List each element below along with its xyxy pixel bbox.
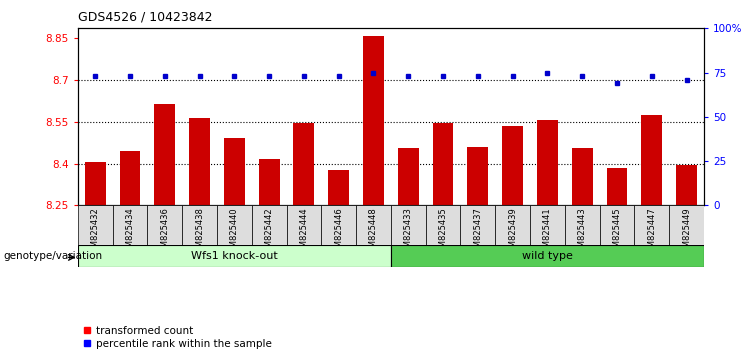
Bar — [293, 123, 314, 205]
Text: GSM825444: GSM825444 — [299, 207, 308, 258]
Bar — [259, 159, 279, 205]
Text: GSM825432: GSM825432 — [90, 207, 100, 258]
Text: GSM825439: GSM825439 — [508, 207, 517, 258]
Bar — [433, 123, 453, 205]
Bar — [599, 205, 634, 246]
Bar — [425, 205, 460, 246]
Bar — [391, 205, 425, 246]
Text: GSM825446: GSM825446 — [334, 207, 343, 258]
Bar — [78, 245, 391, 267]
Bar — [565, 205, 599, 246]
Text: GSM825434: GSM825434 — [125, 207, 134, 258]
Bar — [328, 171, 349, 205]
Text: GSM825437: GSM825437 — [473, 207, 482, 258]
Bar — [217, 205, 252, 246]
Text: GDS4526 / 10423842: GDS4526 / 10423842 — [78, 11, 213, 24]
Bar — [113, 205, 147, 246]
Text: GSM825447: GSM825447 — [648, 207, 657, 258]
Bar — [84, 162, 106, 205]
Bar — [119, 151, 140, 205]
Bar — [676, 165, 697, 205]
Text: GSM825435: GSM825435 — [439, 207, 448, 258]
Bar — [495, 205, 530, 246]
Bar — [634, 205, 669, 246]
Text: GSM825442: GSM825442 — [265, 207, 273, 258]
Text: Wfs1 knock-out: Wfs1 knock-out — [191, 251, 278, 261]
Text: genotype/variation: genotype/variation — [4, 251, 103, 261]
Bar — [391, 245, 704, 267]
Legend: transformed count, percentile rank within the sample: transformed count, percentile rank withi… — [83, 326, 271, 349]
Text: GSM825440: GSM825440 — [230, 207, 239, 258]
Text: GSM825443: GSM825443 — [578, 207, 587, 258]
Bar — [607, 168, 628, 205]
Text: GSM825438: GSM825438 — [195, 207, 204, 258]
Text: GSM825445: GSM825445 — [613, 207, 622, 258]
Bar — [252, 205, 287, 246]
Text: GSM825436: GSM825436 — [160, 207, 169, 258]
Text: wild type: wild type — [522, 251, 573, 261]
Bar — [468, 147, 488, 205]
Bar — [502, 126, 523, 205]
Bar — [363, 36, 384, 205]
Bar — [537, 120, 558, 205]
Bar — [287, 205, 322, 246]
Bar — [356, 205, 391, 246]
Bar — [224, 138, 245, 205]
Bar — [322, 205, 356, 246]
Bar — [154, 104, 175, 205]
Bar — [641, 115, 662, 205]
Bar — [147, 205, 182, 246]
Bar — [460, 205, 495, 246]
Bar — [530, 205, 565, 246]
Bar — [669, 205, 704, 246]
Text: GSM825433: GSM825433 — [404, 207, 413, 258]
Bar — [182, 205, 217, 246]
Text: GSM825448: GSM825448 — [369, 207, 378, 258]
Text: GSM825441: GSM825441 — [543, 207, 552, 258]
Text: GSM825449: GSM825449 — [682, 207, 691, 258]
Bar — [572, 148, 593, 205]
Bar — [398, 148, 419, 205]
Bar — [189, 118, 210, 205]
Bar — [78, 205, 113, 246]
